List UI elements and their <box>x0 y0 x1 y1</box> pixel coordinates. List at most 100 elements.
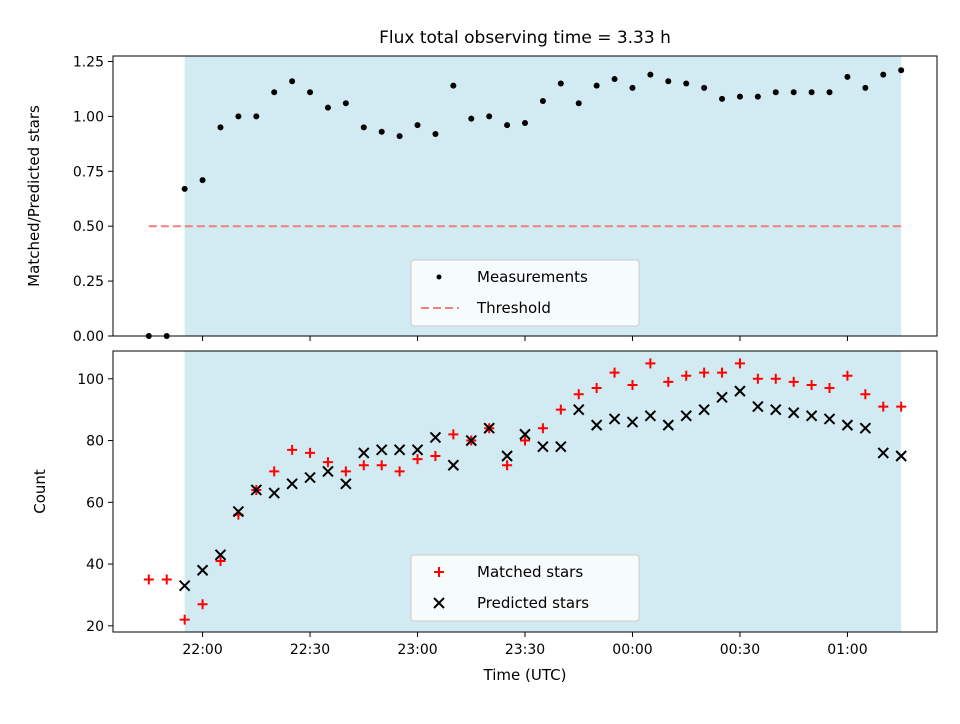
measurement-point <box>736 93 743 100</box>
predicted-star-point <box>859 422 872 434</box>
matched-star-point <box>878 401 889 412</box>
y-tick-label: 60 <box>86 495 104 511</box>
matched-star-point <box>717 367 728 378</box>
predicted-star-point <box>286 478 298 490</box>
y-tick-label: 1.00 <box>73 109 104 125</box>
x-tick-label: 22:00 <box>182 642 222 658</box>
matched-star-point <box>645 358 656 369</box>
legend-predicted-marker <box>433 597 445 609</box>
predicted-star-point <box>322 465 334 478</box>
predicted-star-point <box>734 385 746 397</box>
matched-star-point <box>197 599 208 610</box>
predicted-star-point <box>304 471 316 484</box>
measurement-point <box>307 89 314 96</box>
chart-title: Flux total observing time = 3.33 h <box>379 28 671 48</box>
predicted-star-point <box>805 410 818 422</box>
measurement-point <box>396 133 403 140</box>
matched-star-point <box>842 370 853 381</box>
matched-star-point <box>520 435 530 446</box>
predicted-star-point <box>716 391 728 404</box>
measurement-point <box>701 84 708 91</box>
y-axis-label: Matched/Predicted stars <box>25 105 43 287</box>
predicted-star-point <box>250 484 263 496</box>
legend-label: Matched stars <box>477 563 583 581</box>
predicted-star-point <box>841 419 854 431</box>
matched-star-point <box>591 383 602 394</box>
y-tick-label: 20 <box>86 619 104 635</box>
matched-star-point <box>824 383 835 394</box>
predicted-star-point <box>626 416 639 428</box>
measurement-point <box>414 122 421 129</box>
matched-star-point <box>448 429 459 440</box>
predicted-star-point <box>644 410 657 422</box>
y-axis-label: Count <box>31 469 49 514</box>
predicted-star-point <box>340 478 352 490</box>
predicted-star-point <box>895 450 907 462</box>
measurement-point <box>575 100 582 107</box>
matched-star-point <box>681 370 692 381</box>
measurement-point <box>181 185 188 192</box>
predicted-star-point <box>178 579 191 592</box>
matched-star-point <box>734 358 745 369</box>
matched-star-point <box>896 401 907 412</box>
predicted-star-point <box>232 505 245 518</box>
measurement-point <box>432 130 439 137</box>
predicted-star-point <box>752 400 764 413</box>
x-tick-label: 00:00 <box>612 642 652 658</box>
top-panel: 0.00 0.25 0.50 0.75 1.00 1.25 Matched/Predicte… <box>25 54 938 345</box>
measurement-point <box>844 73 851 80</box>
predicted-star-point <box>537 441 549 453</box>
measurement-point <box>522 119 528 126</box>
legend-box <box>410 259 640 327</box>
matched-star-point <box>699 367 710 378</box>
measurement-point <box>450 82 457 89</box>
predicted-star-point <box>770 403 782 416</box>
predicted-star-point <box>214 549 227 561</box>
matched-star-point <box>215 555 226 566</box>
predicted-star-point <box>555 441 567 453</box>
legend-label: Predicted stars <box>477 594 589 612</box>
matched-star-point <box>287 444 298 455</box>
matched-star-point <box>269 466 280 477</box>
predicted-star-point <box>411 444 424 456</box>
predicted-star-point <box>447 459 460 471</box>
matched-star-point <box>358 460 369 471</box>
x-tick-label: 00:30 <box>720 642 760 658</box>
measurement-point <box>539 98 546 105</box>
matched-star-point <box>627 379 638 390</box>
measurement-point <box>235 113 242 120</box>
legend: Matched stars Predicted stars <box>410 554 640 622</box>
y-tick-label: 0.50 <box>73 219 104 235</box>
legend-box <box>410 554 640 622</box>
matched-star-point <box>322 457 333 468</box>
measurement-point <box>719 95 726 102</box>
y-tick-label: 100 <box>77 372 104 388</box>
matched-star-point <box>609 367 620 378</box>
matched-star-point <box>573 389 584 400</box>
bottom-panel: 20 40 60 80 100 22:00 22:30 23:00 23:30 00:00 00:3… <box>31 350 938 684</box>
y-tick-label: 0.00 <box>73 329 104 345</box>
matched-star-point <box>412 454 423 465</box>
predicted-star-point <box>608 413 621 425</box>
measurement-point <box>360 124 367 131</box>
measurement-point <box>217 124 224 131</box>
legend-measurement-marker <box>436 274 442 280</box>
measurement-point <box>271 89 278 96</box>
x-tick-label: 23:00 <box>397 642 437 658</box>
measurement-point <box>683 80 690 87</box>
matched-star-point <box>788 376 799 387</box>
legend-label: Threshold <box>476 299 551 317</box>
measurement-point <box>862 84 869 91</box>
measurement-point <box>647 71 654 78</box>
predicted-star-point <box>698 403 710 416</box>
predicted-star-point <box>358 447 370 459</box>
matched-star-point <box>860 389 871 400</box>
matched-star-point <box>770 373 781 384</box>
y-tick-label: 40 <box>86 557 104 573</box>
matched-star-point <box>555 404 566 415</box>
predicted-star-point <box>823 413 836 425</box>
predicted-star-point <box>196 564 209 576</box>
measurement-point <box>790 89 797 96</box>
matched-star-point <box>752 373 763 384</box>
